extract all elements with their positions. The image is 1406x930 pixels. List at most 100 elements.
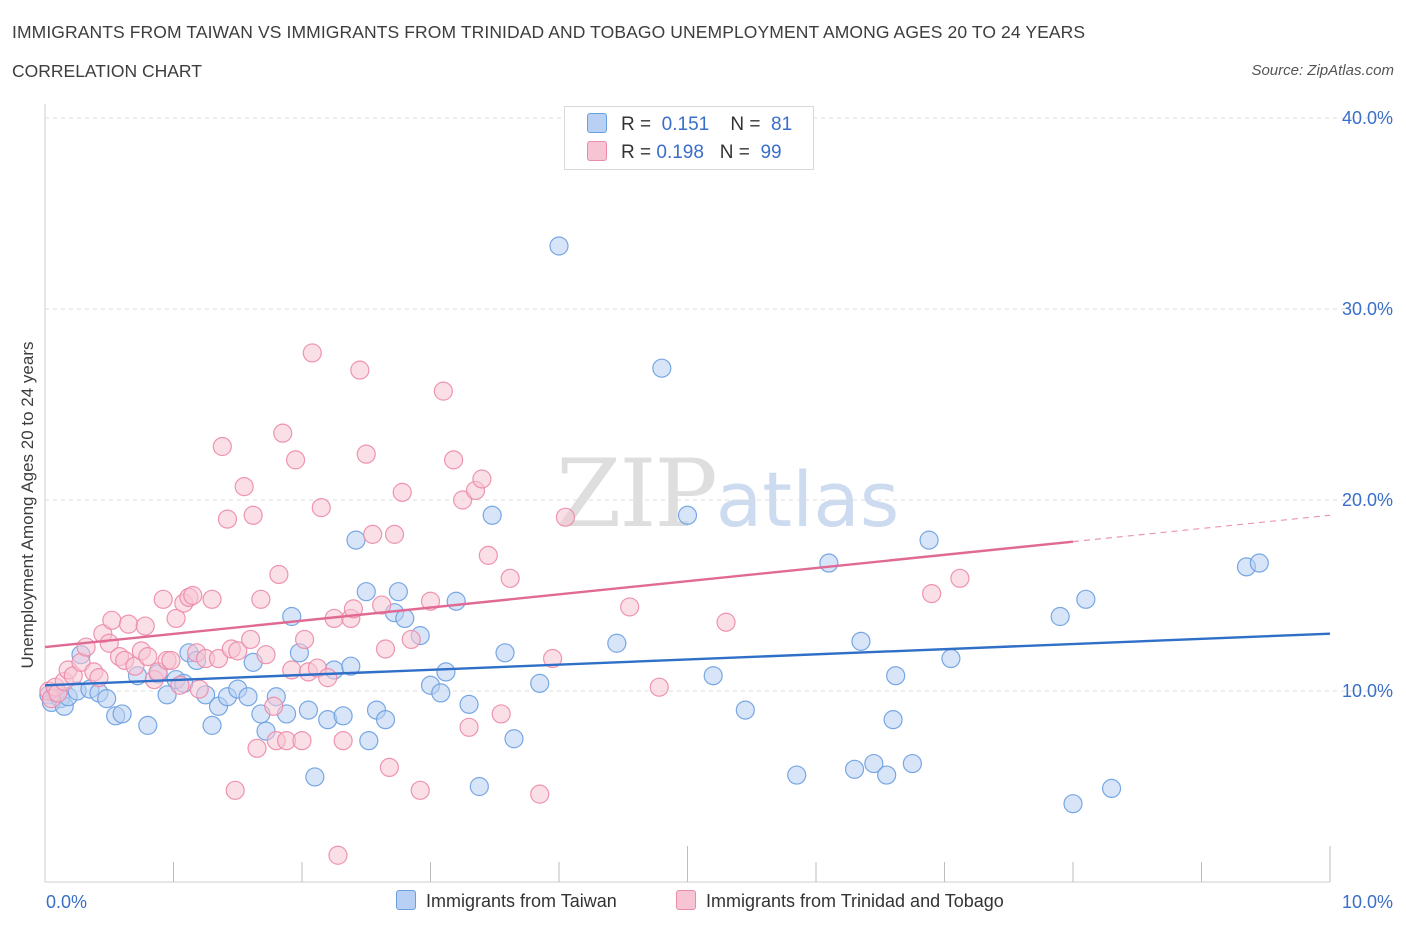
point-taiwan-50 (431, 683, 451, 703)
point-tt-46 (256, 645, 276, 665)
point-tt-30 (183, 585, 203, 606)
bottom-swatch-tt (676, 890, 696, 910)
point-taiwan-72 (886, 666, 906, 686)
taiwan-r-value: 0.151 (661, 114, 710, 135)
point-tt-89 (620, 597, 640, 617)
x-tick-label-end: 10.0% (1342, 892, 1393, 912)
point-taiwan-53 (459, 694, 479, 714)
point-tt-44 (247, 738, 267, 758)
point-taiwan-58 (530, 673, 550, 693)
point-taiwan-68 (851, 631, 871, 651)
source-credit: Source: ZipAtlas.com (1251, 62, 1394, 79)
point-taiwan-40 (346, 530, 366, 550)
trend-line-taiwan (44, 632, 1331, 687)
point-taiwan-59 (549, 236, 569, 256)
point-tt-23 (153, 589, 173, 609)
point-tt-42 (241, 629, 261, 650)
point-taiwan-34 (298, 700, 319, 720)
point-tt-16 (118, 614, 139, 634)
watermark: ZIPatlas (556, 440, 899, 549)
point-taiwan-38 (333, 706, 353, 726)
point-tt-92 (922, 583, 942, 604)
taiwan-n-value: 81 (771, 114, 793, 135)
point-tt-43 (243, 505, 263, 525)
point-taiwan-42 (359, 731, 379, 751)
point-tt-67 (356, 444, 376, 464)
point-taiwan-71 (883, 710, 903, 730)
point-taiwan-67 (844, 759, 865, 779)
point-tt-70 (375, 639, 396, 659)
point-tt-25 (161, 650, 181, 671)
point-tt-68 (363, 524, 383, 544)
bottom-swatch-taiwan (396, 890, 416, 910)
point-taiwan-77 (1063, 794, 1083, 814)
point-tt-66 (350, 360, 370, 380)
point-taiwan-55 (482, 505, 502, 525)
point-tt-65 (343, 599, 363, 619)
point-taiwan-61 (652, 358, 672, 378)
point-tt-88 (555, 507, 576, 527)
point-taiwan-60 (607, 633, 627, 653)
bottom-legend-taiwan-label: Immigrants from Taiwan (426, 891, 617, 911)
label-layer: 10.0% 20.0% 30.0% 40.0% 0.0% 10.0% Unemploymen… (18, 108, 1393, 912)
point-tt-77 (433, 381, 453, 401)
y-tick-label-20: 20.0% (1342, 490, 1393, 510)
trend-line-tt-extension (1072, 514, 1331, 543)
point-tt-87 (542, 648, 563, 669)
point-tt-12 (99, 633, 119, 653)
bottom-legend-taiwan: Immigrants from Taiwan (396, 890, 617, 912)
point-tt-8 (76, 637, 96, 657)
point-taiwan-73 (902, 753, 922, 774)
point-tt-53 (285, 450, 306, 470)
point-taiwan-22 (202, 715, 222, 735)
point-taiwan-65 (787, 765, 807, 785)
point-tt-71 (379, 757, 399, 778)
taiwan-n-label: N = (730, 114, 761, 135)
point-tt-40 (228, 641, 248, 661)
tt-n-value: 99 (760, 142, 782, 163)
y-axis-title: Unemployment Among Ages 20 to 24 years (18, 342, 37, 669)
point-tt-45 (251, 589, 271, 609)
watermark-zip: ZIP (556, 440, 718, 549)
point-tt-41 (234, 477, 254, 497)
point-taiwan-57 (504, 729, 524, 749)
point-tt-80 (459, 717, 479, 737)
point-tt-73 (392, 482, 412, 502)
point-taiwan-44 (375, 710, 396, 730)
point-tt-37 (217, 509, 238, 529)
point-taiwan-79 (1101, 778, 1122, 799)
point-taiwan-62 (677, 505, 698, 525)
bottom-legend-tt-label: Immigrants from Trinidad and Tobago (706, 891, 1004, 911)
point-tt-72 (384, 524, 405, 544)
point-tt-76 (420, 591, 441, 611)
point-tt-90 (649, 677, 669, 697)
point-tt-86 (530, 784, 550, 804)
taiwan-swatch (587, 113, 607, 133)
point-taiwan-56 (495, 643, 515, 663)
y-tick-label-30: 30.0% (1342, 299, 1393, 319)
point-taiwan-70 (877, 765, 897, 785)
point-tt-75 (410, 780, 430, 800)
point-tt-19 (135, 616, 155, 636)
point-tt-39 (225, 780, 245, 800)
point-taiwan-54 (469, 776, 489, 797)
point-taiwan-26 (238, 687, 258, 707)
point-tt-36 (212, 436, 232, 457)
point-tt-83 (478, 545, 498, 565)
point-tt-55 (294, 629, 315, 650)
point-taiwan-74 (919, 530, 939, 550)
grid-layer (45, 117, 1390, 692)
y-tick-label-40: 40.0% (1342, 108, 1393, 128)
point-tt-63 (333, 731, 353, 751)
taiwan-r-label: R = (621, 114, 652, 135)
point-tt-20 (138, 647, 158, 667)
point-tt-62 (328, 845, 348, 865)
point-tt-91 (716, 612, 736, 632)
point-tt-78 (444, 450, 464, 470)
chart-title: IMMIGRANTS FROM TAIWAN VS IMMIGRANTS FRO… (12, 22, 1086, 42)
point-tt-93 (950, 568, 970, 588)
tt-n-label: N = (719, 142, 750, 163)
point-tt-74 (401, 629, 421, 650)
legend-row-taiwan: R = 0.151 N = 81 (587, 113, 792, 137)
point-tt-26 (166, 608, 186, 629)
